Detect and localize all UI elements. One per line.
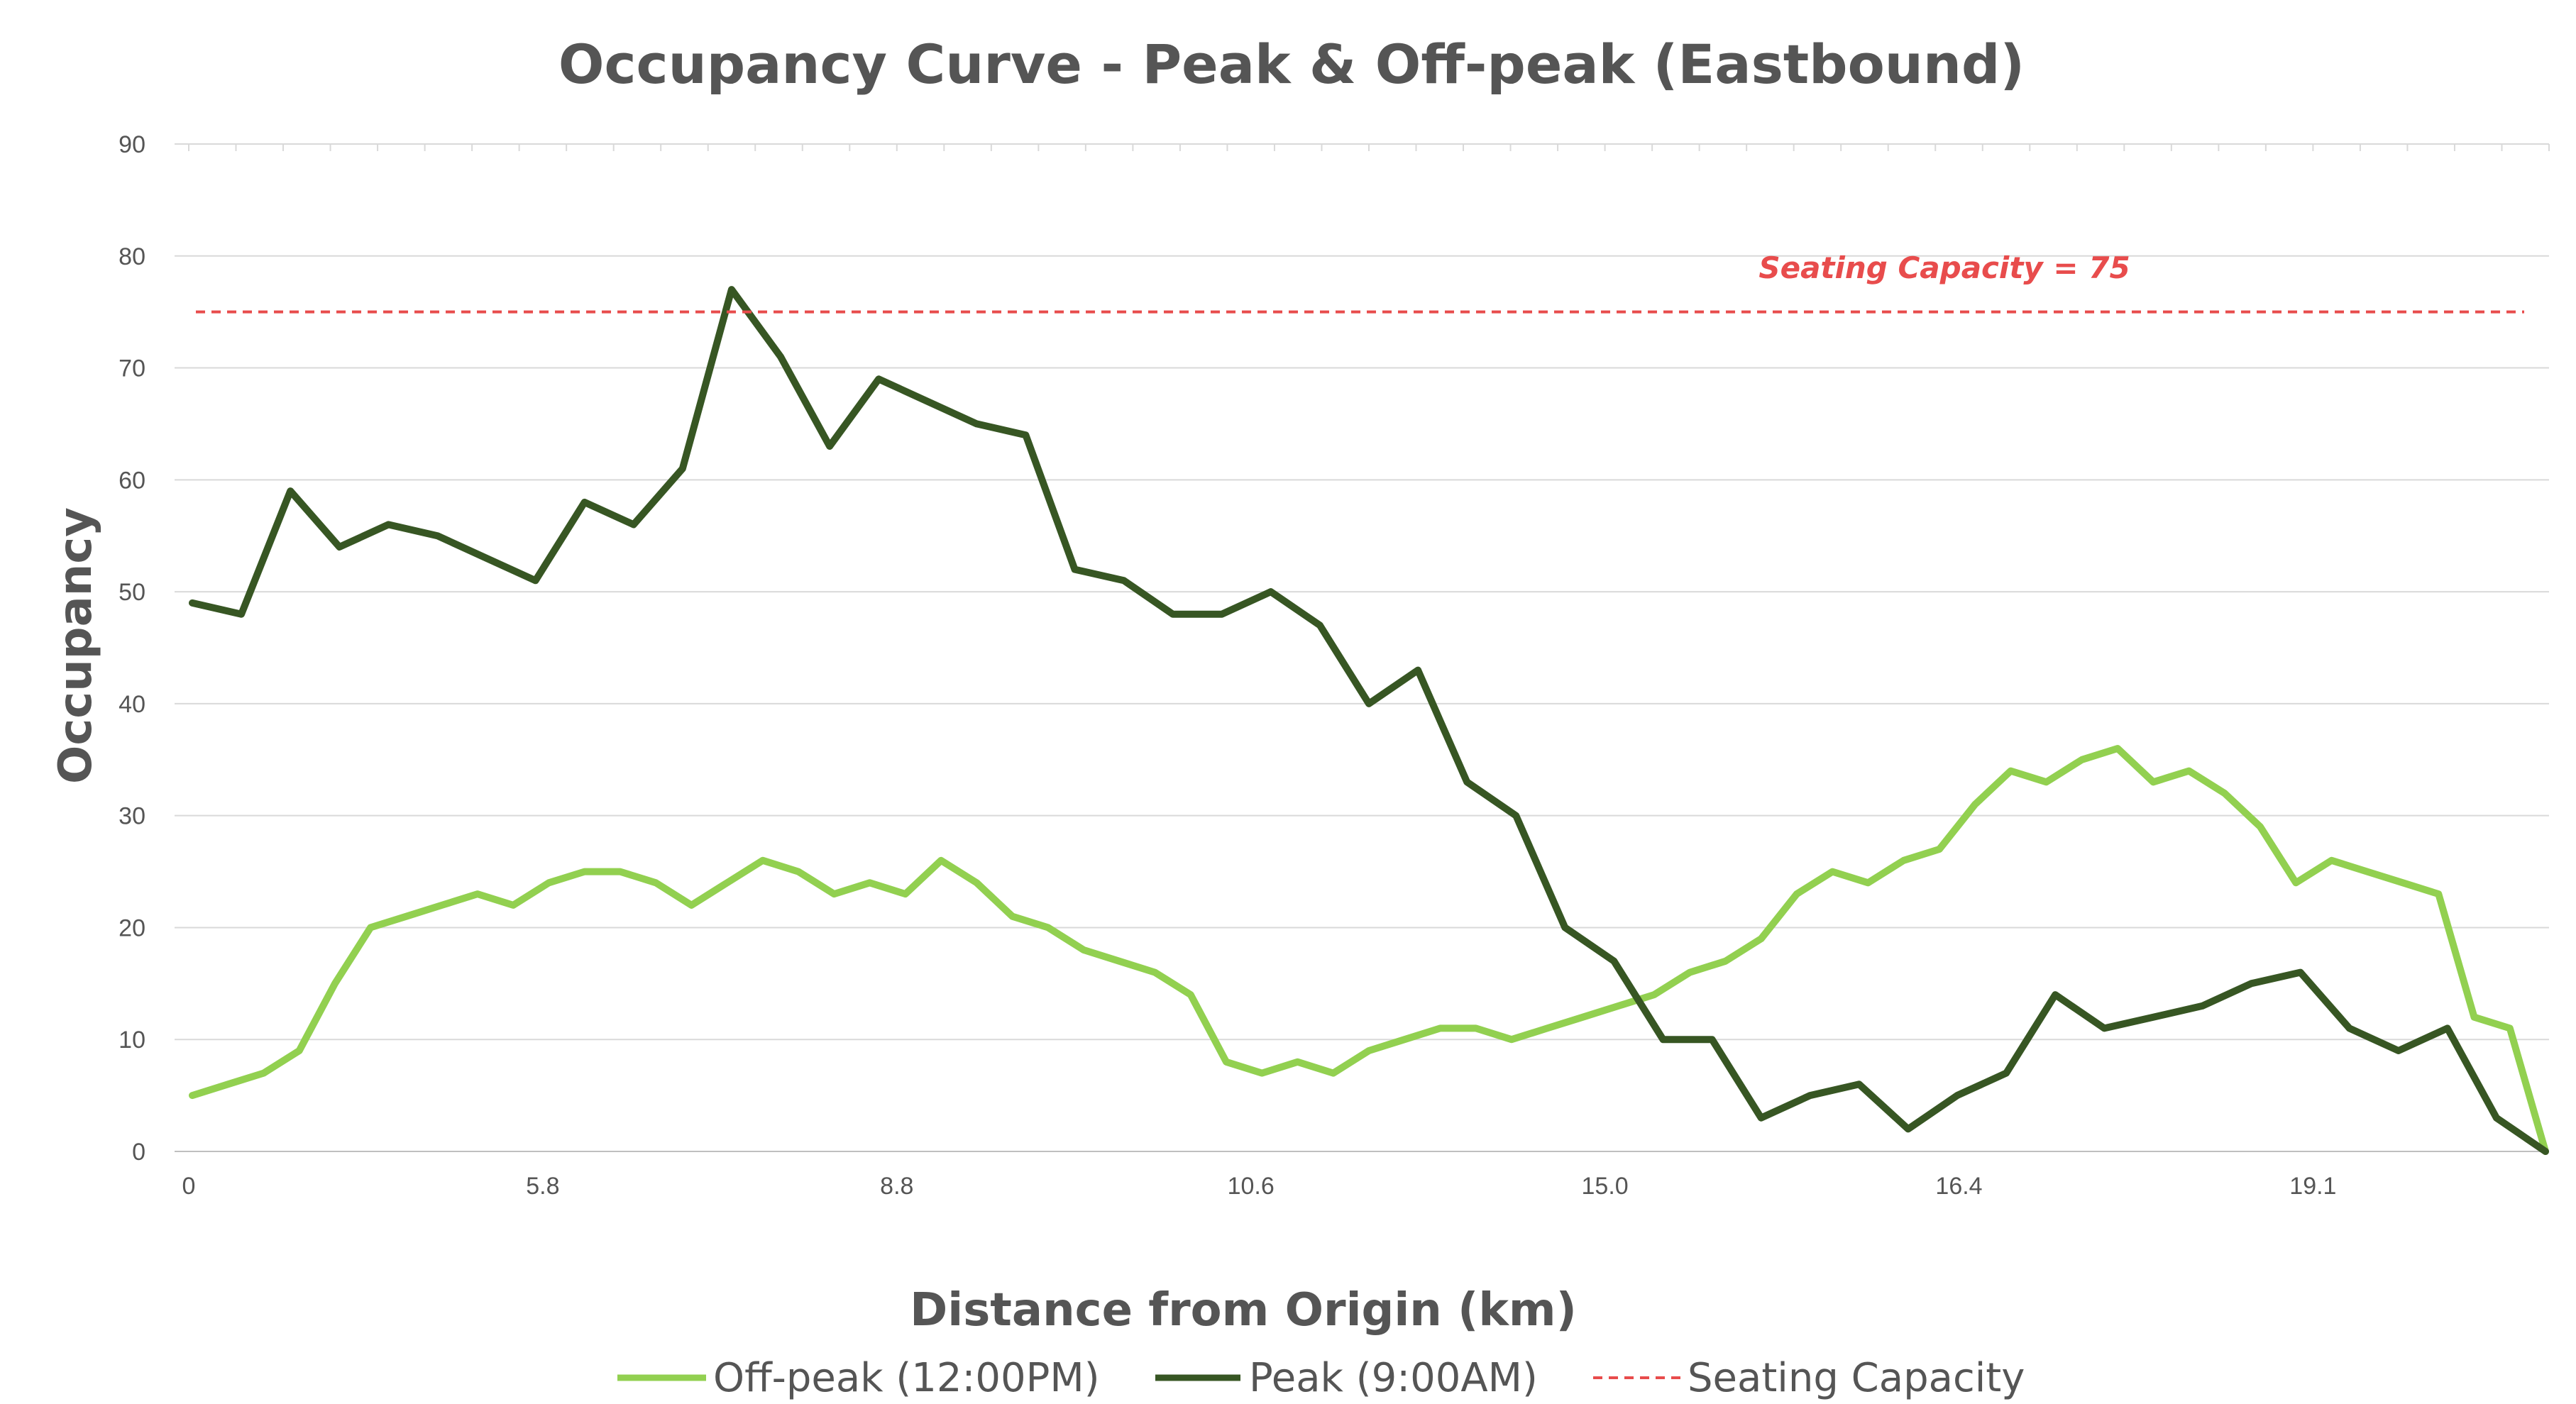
x-tick-label: 0 <box>182 1173 196 1200</box>
x-axis-ticks: 0 5.8 8.8 10.6 15.0 16.4 19.1 <box>182 1173 2337 1200</box>
y-tick-label: 30 <box>119 803 145 830</box>
legend-item-off-peak: Off-peak (12:00PM) <box>617 1355 1100 1401</box>
legend-label-seating-capacity: Seating Capacity <box>1688 1355 2025 1401</box>
legend-item-seating-capacity: Seating Capacity <box>1593 1355 2025 1401</box>
legend-item-peak: Peak (9:00AM) <box>1155 1355 1538 1401</box>
y-tick-label: 80 <box>119 243 145 270</box>
y-axis-ticks: 0 10 20 30 40 50 60 70 80 90 <box>119 131 145 1166</box>
y-tick-label: 90 <box>119 131 145 158</box>
series-line-peak <box>189 286 2549 1155</box>
y-tick-label: 70 <box>119 355 145 382</box>
y-tick-label: 10 <box>119 1027 145 1054</box>
x-tick-label: 15.0 <box>1582 1173 1629 1200</box>
x-tick-label: 10.6 <box>1228 1173 1275 1200</box>
y-tick-label: 50 <box>119 579 145 606</box>
x-axis-title: Distance from Origin (km) <box>910 1284 1577 1337</box>
x-tick-label: 16.4 <box>1935 1173 1982 1200</box>
x-tick-label: 8.8 <box>880 1173 913 1200</box>
legend-label-off-peak: Off-peak (12:00PM) <box>713 1355 1100 1401</box>
x-tick-label: 5.8 <box>526 1173 559 1200</box>
y-tick-label: 0 <box>132 1139 145 1166</box>
y-tick-label: 60 <box>119 467 145 494</box>
seating-capacity-annotation: Seating Capacity = 75 <box>1758 250 2130 285</box>
chart-title: Occupancy Curve - Peak & Off-peak (Eastb… <box>558 33 2025 96</box>
legend-label-peak: Peak (9:00AM) <box>1249 1355 1538 1401</box>
series-line-off-peak <box>189 745 2549 1155</box>
series-lines <box>189 286 2549 1155</box>
y-tick-label: 40 <box>119 691 145 718</box>
x-tick-label: 19.1 <box>2289 1173 2336 1200</box>
gridlines <box>175 143 2550 1152</box>
y-tick-label: 20 <box>119 914 145 941</box>
legend: Off-peak (12:00PM) Peak (9:00AM) Seating… <box>617 1355 2025 1401</box>
y-axis-title: Occupancy <box>50 507 102 784</box>
